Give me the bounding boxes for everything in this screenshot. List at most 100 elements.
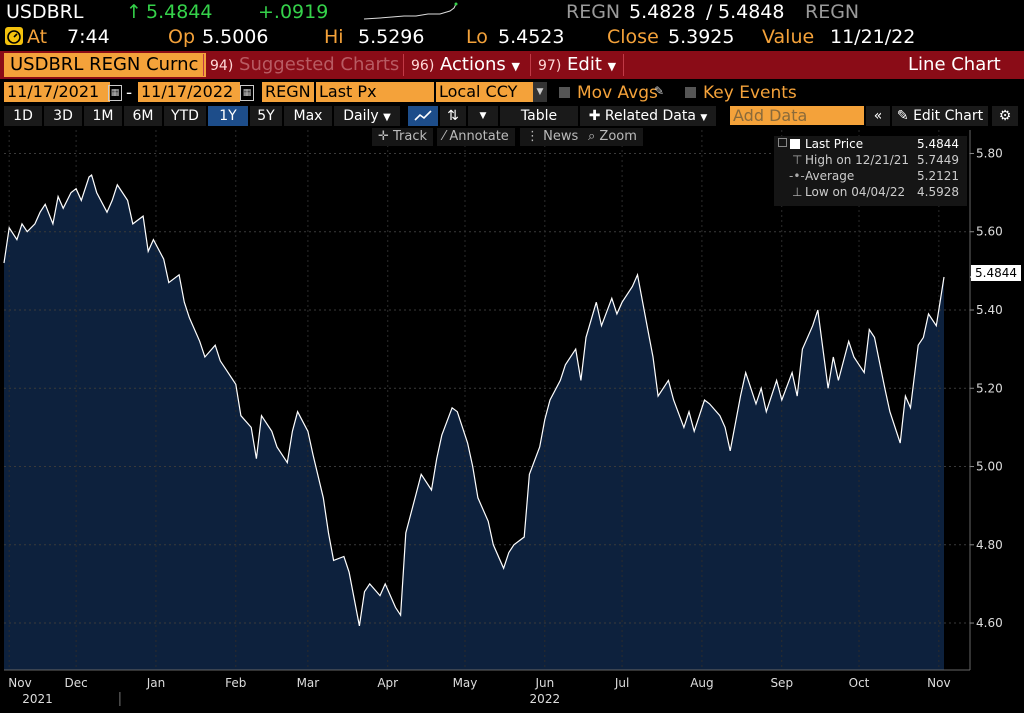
range-1d-button[interactable]: 1D: [4, 106, 42, 126]
end-date-field[interactable]: 11/17/2022: [138, 82, 240, 102]
y-tick-label: 4.60: [976, 616, 1003, 630]
range-1y-button[interactable]: 1Y: [208, 106, 248, 126]
mov-avgs-checkbox[interactable]: [559, 87, 570, 98]
x-tick-label: Sep: [770, 676, 793, 690]
legend-high-label: High on 12/21/21: [805, 153, 910, 167]
chevron-down-icon: ▼: [607, 60, 617, 73]
calendar-icon[interactable]: ▦: [240, 85, 254, 101]
price-chart[interactable]: 5.80 5.60 5.40 5.20 5.00 4.80 4.60 Nov Dec Jan Feb…: [0, 128, 1024, 713]
chevron-down-icon: ▼: [511, 60, 520, 73]
range-ytd-button[interactable]: YTD: [164, 106, 206, 126]
edit-menu-button[interactable]: 97) Edit ▼: [532, 53, 622, 77]
suggested-charts-label: Suggested Charts: [239, 54, 400, 75]
legend-last-value: 5.4844: [917, 137, 959, 151]
edit-chart-label: Edit Chart: [913, 108, 984, 124]
close-label: Close: [607, 26, 659, 48]
range-3d-button[interactable]: 3D: [44, 106, 82, 126]
related-data-button[interactable]: ✚ Related Data ▼: [580, 106, 716, 126]
x-tick-label: Jan: [146, 676, 166, 690]
quote-time: 7:44: [67, 26, 110, 48]
news-label: News: [543, 129, 579, 144]
last-price: 5.4844: [146, 1, 213, 23]
calendar-icon[interactable]: ▦: [108, 85, 122, 101]
edit-number: 97): [538, 58, 562, 74]
plus-icon: ✚: [588, 108, 601, 124]
last-price-swatch: [790, 139, 800, 149]
edit-label: Edit: [567, 54, 602, 75]
chevron-down-icon[interactable]: ▼: [533, 82, 547, 102]
line-chart-icon[interactable]: [408, 106, 438, 126]
open-label: Op: [168, 26, 196, 48]
chart-type-label[interactable]: Line Chart: [908, 54, 1001, 75]
news-icon: ⋮: [526, 129, 544, 144]
price-line: [3, 173, 945, 627]
menu-bar: USDBRL REGN Curnc 94) Suggested Charts 9…: [0, 51, 1024, 79]
last-value-label: 5.4844: [971, 265, 1021, 281]
related-data-label: Related Data: [604, 108, 696, 124]
legend-collapse-icon[interactable]: [778, 138, 787, 147]
up-arrow-icon: ↑: [126, 1, 142, 23]
annotate-label: Annotate: [449, 129, 509, 144]
date-range-dash: -: [126, 83, 133, 103]
year-label: 2022: [530, 692, 561, 706]
low-label: Lo: [466, 26, 488, 48]
chevron-down-icon[interactable]: ▼: [468, 106, 498, 126]
price-field-select[interactable]: Last Px: [316, 82, 434, 102]
average-marker-icon: -•-: [789, 169, 805, 183]
frequency-label: Daily: [343, 108, 379, 124]
sparkline-icon: [363, 2, 458, 20]
value-label: Value: [762, 26, 815, 48]
zoom-tool[interactable]: ⌕ Zoom: [582, 128, 643, 146]
collapse-icon[interactable]: «: [866, 106, 890, 126]
mov-avgs-label: Mov Avgs: [577, 83, 658, 103]
start-date-field[interactable]: 11/17/2021: [4, 82, 110, 102]
legend-last-label: Last Price: [805, 137, 864, 151]
news-tool[interactable]: ⋮ News: [520, 128, 585, 146]
y-tick-label: 5.60: [976, 225, 1003, 239]
annotate-tool[interactable]: ⁄ Annotate: [437, 128, 515, 146]
chevron-down-icon: ▼: [700, 113, 708, 123]
price-area-fill: [4, 175, 944, 670]
ask-source: REGN: [805, 1, 860, 23]
range-1m-button[interactable]: 1M: [84, 106, 122, 126]
bid-ask-separator: /: [706, 1, 713, 23]
x-tick-label: Nov: [8, 676, 31, 690]
range-6m-button[interactable]: 6M: [124, 106, 162, 126]
high-value: 5.5296: [358, 26, 425, 48]
chart-legend: Last Price 5.4844 ⊤ High on 12/21/21 5.7…: [774, 136, 967, 206]
key-events-checkbox[interactable]: [685, 87, 696, 98]
x-tick-label: Nov: [927, 676, 950, 690]
y-tick-label: 5.00: [976, 460, 1003, 474]
close-value: 5.3925: [668, 26, 735, 48]
ticker-symbol: USDBRL: [6, 1, 84, 23]
x-tick-label: Feb: [225, 676, 246, 690]
pencil-icon[interactable]: ✎: [654, 84, 665, 98]
legend-low-label: Low on 04/04/22: [805, 185, 906, 199]
value-date: 11/21/22: [830, 26, 916, 48]
table-button[interactable]: Table: [500, 106, 578, 126]
open-value: 5.5006: [202, 26, 269, 48]
security-field[interactable]: USDBRL REGN Curnc: [4, 53, 206, 77]
range-5y-button[interactable]: 5Y: [250, 106, 282, 126]
year-label: 2021: [22, 692, 53, 706]
crosshair-icon: ✛: [378, 129, 394, 144]
gear-icon[interactable]: ⚙: [992, 106, 1018, 126]
add-data-input[interactable]: Add Data: [730, 106, 864, 125]
edit-chart-button[interactable]: ✎ Edit Chart: [892, 106, 988, 126]
bid-source: REGN: [566, 1, 621, 23]
actions-menu-button[interactable]: 96) Actions ▼: [405, 53, 526, 77]
legend-avg-label: Average: [805, 169, 855, 183]
quote-header: USDBRL ↑ 5.4844 +.0919 REGN 5.4828 / 5.4…: [0, 0, 1024, 24]
frequency-select[interactable]: Daily ▼: [334, 106, 400, 126]
zoom-label: Zoom: [599, 129, 637, 144]
range-max-button[interactable]: Max: [284, 106, 332, 126]
currency-select[interactable]: Local CCY: [436, 82, 536, 102]
pricing-source-field[interactable]: REGN: [262, 82, 314, 102]
low-value: 5.4523: [498, 26, 565, 48]
low-marker-icon: ⊥: [792, 185, 803, 199]
x-tick-label: Mar: [297, 676, 320, 690]
suggested-charts-button[interactable]: 94) Suggested Charts: [204, 53, 405, 77]
y-tick-label: 5.40: [976, 303, 1003, 317]
track-tool[interactable]: ✛ Track: [372, 128, 434, 146]
bar-type-icon[interactable]: ⇅: [440, 106, 466, 126]
